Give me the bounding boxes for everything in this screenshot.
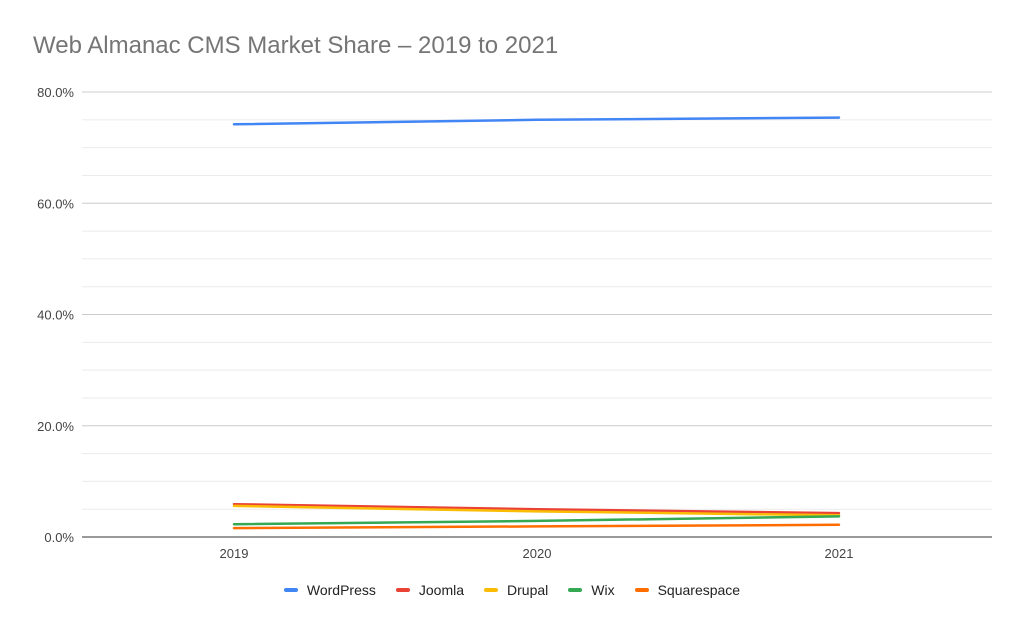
legend-label: Squarespace	[657, 582, 741, 598]
series-line-drupal	[232, 504, 841, 517]
x-tick-label: 2020	[523, 546, 552, 561]
legend-item-wix: Wix	[568, 582, 615, 598]
legend-swatch	[634, 588, 649, 592]
series-line-joomla	[232, 502, 841, 515]
y-tick-label: 60.0%	[37, 196, 74, 211]
series-line-wix	[232, 515, 841, 526]
x-tick-label: 2021	[825, 546, 854, 561]
legend-label: Drupal	[507, 582, 549, 598]
x-axis-labels: 2019 2020 2021	[220, 546, 854, 561]
y-tick-label: 0.0%	[44, 530, 74, 545]
legend-swatch	[568, 588, 583, 592]
legend-swatch	[395, 588, 410, 592]
legend-label: WordPress	[306, 582, 376, 598]
legend-item-wordpress: WordPress	[283, 582, 376, 598]
x-tick-label: 2019	[220, 546, 249, 561]
y-axis-labels: 0.0% 20.0% 40.0% 60.0% 80.0%	[37, 85, 74, 545]
y-tick-label: 20.0%	[37, 419, 74, 434]
y-tick-label: 40.0%	[37, 308, 74, 323]
gridlines	[82, 91, 992, 510]
chart-title: Web Almanac CMS Market Share – 2019 to 2…	[33, 32, 559, 59]
series-line-wordpress	[232, 116, 841, 126]
legend: WordPress Joomla Drupal Wix Squarespace	[0, 582, 1024, 598]
legend-swatch	[484, 588, 499, 592]
legend-item-drupal: Drupal	[484, 582, 548, 598]
series-lines	[232, 116, 841, 530]
legend-swatch	[283, 588, 298, 592]
series-line-squarespace	[232, 523, 841, 530]
y-tick-label: 80.0%	[37, 85, 74, 100]
legend-label: Wix	[591, 582, 615, 598]
legend-item-joomla: Joomla	[395, 582, 465, 598]
legend-item-squarespace: Squarespace	[634, 582, 741, 598]
legend-label: Joomla	[418, 582, 465, 598]
